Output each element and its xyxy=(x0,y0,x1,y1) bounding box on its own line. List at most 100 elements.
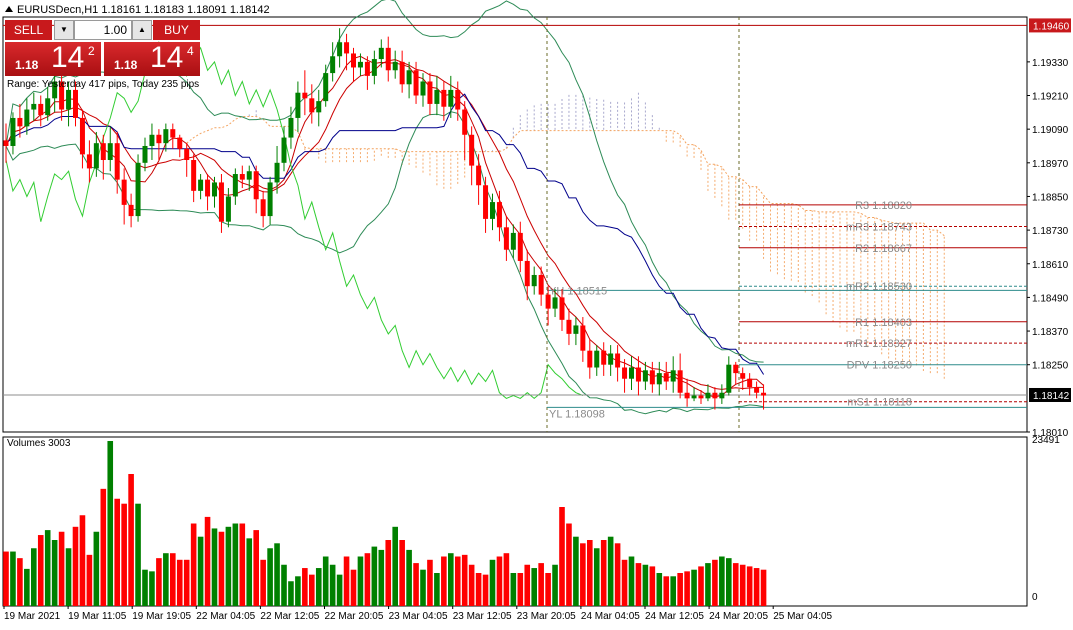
candle-body xyxy=(79,117,85,155)
candle-body xyxy=(573,325,579,334)
kijun-sen-line xyxy=(5,93,765,375)
volume-bar xyxy=(281,564,287,606)
volume-bar xyxy=(760,569,767,606)
ask-price-button[interactable]: 1.18 14 4 xyxy=(104,41,200,76)
volume-bar xyxy=(593,548,600,606)
volume-bar xyxy=(343,556,350,606)
volume-bar xyxy=(322,556,329,606)
candle-body xyxy=(580,325,586,351)
candle-body xyxy=(642,370,648,382)
volume-bar xyxy=(93,531,100,606)
volume-bar xyxy=(128,474,134,606)
volume-bar xyxy=(566,523,572,606)
sell-button[interactable]: SELL xyxy=(5,20,52,40)
candle-body xyxy=(615,353,621,368)
time-tick-label: 25 Mar 04:05 xyxy=(773,611,832,622)
candle-body xyxy=(239,174,245,180)
pivot-level-label: R2 1.18667 xyxy=(855,243,912,255)
candle-body xyxy=(733,364,739,374)
volume-bar xyxy=(239,523,246,606)
symbol-title: EURUSDecn,H1 1.18161 1.18183 1.18091 1.1… xyxy=(17,4,270,16)
one-click-trading-panel: SELL ▼ 1.00 ▲ BUY 1.18 14 2 1.18 14 4 xyxy=(5,20,200,76)
candle-body xyxy=(274,162,280,183)
volume-bar xyxy=(538,563,544,606)
candle-body xyxy=(121,179,127,205)
candle-body xyxy=(114,143,120,180)
volume-bar xyxy=(454,556,461,606)
volume-bar xyxy=(677,573,683,606)
candle-body xyxy=(747,378,753,388)
candle-body xyxy=(163,129,169,144)
bid-price-pip: 2 xyxy=(88,44,95,58)
bid-price-button[interactable]: 1.18 14 2 xyxy=(5,41,101,76)
pivot-level-label: mR2 1.18530 xyxy=(846,281,912,293)
volume-bar xyxy=(86,554,93,606)
candle-body xyxy=(510,232,516,250)
volume-bar xyxy=(114,498,120,606)
candle-body xyxy=(448,89,454,107)
volume-bar xyxy=(364,553,371,606)
volume-bar xyxy=(72,526,79,606)
candle-body xyxy=(93,143,99,169)
pivot-level-label: R1 1.18403 xyxy=(855,317,912,329)
volume-bar xyxy=(336,574,343,606)
volume-bar xyxy=(274,543,280,606)
volume-bar xyxy=(315,568,322,606)
price-tick-label: 1.18850 xyxy=(1032,192,1069,203)
candle-body xyxy=(184,148,190,161)
buy-button[interactable]: BUY xyxy=(153,20,200,40)
volume-bar xyxy=(31,548,37,606)
time-tick-label: 19 Mar 19:05 xyxy=(132,611,191,622)
volume-bar xyxy=(482,574,489,606)
candle-body xyxy=(622,367,628,379)
volume-bar xyxy=(302,568,308,606)
candle-body xyxy=(406,70,412,85)
candle-body xyxy=(156,134,162,144)
candle-body xyxy=(371,59,377,76)
candle-body xyxy=(413,70,419,96)
candle-body xyxy=(517,232,523,261)
volume-bar xyxy=(719,556,725,606)
chikou-span-line xyxy=(5,41,584,400)
candle-body xyxy=(38,103,44,116)
volume-bar xyxy=(170,553,176,606)
lot-increase-arrow-icon[interactable]: ▲ xyxy=(132,20,152,40)
candle-body xyxy=(295,92,301,118)
volume-bar xyxy=(24,568,30,606)
candle-body xyxy=(86,154,92,169)
volume-bar xyxy=(378,549,385,606)
candle-body xyxy=(198,179,204,191)
candle-body xyxy=(10,117,16,146)
symbol-menu-arrow-icon[interactable] xyxy=(5,6,13,12)
candle-body xyxy=(357,61,363,68)
volume-bar xyxy=(739,564,746,606)
candle-body xyxy=(191,160,197,191)
candle-body xyxy=(260,199,266,217)
candle-body xyxy=(330,56,336,74)
time-tick-label: 23 Mar 04:05 xyxy=(389,611,448,622)
volume-bar xyxy=(197,536,204,606)
volume-bar xyxy=(246,538,253,606)
candle-body xyxy=(385,47,391,71)
volume-bar xyxy=(427,559,433,606)
candle-body xyxy=(24,109,30,127)
volume-bar xyxy=(10,551,16,606)
volume-bar xyxy=(503,553,510,606)
volume-bar xyxy=(580,543,586,606)
lot-decrease-arrow-icon[interactable]: ▼ xyxy=(54,20,74,40)
price-tick-label: 1.18370 xyxy=(1032,327,1069,338)
price-tick-label: 1.18490 xyxy=(1032,293,1069,304)
volume-bar xyxy=(726,558,732,606)
volume-bar xyxy=(79,515,86,606)
lot-size-input[interactable]: 1.00 xyxy=(74,20,132,40)
volume-bar xyxy=(628,556,635,606)
candle-body xyxy=(587,350,593,368)
volume-bar xyxy=(607,536,614,606)
volume-bar xyxy=(142,569,148,606)
ask-price-big: 14 xyxy=(150,41,184,74)
price-tick-label: 1.18730 xyxy=(1032,226,1069,237)
price-panel-frame xyxy=(2,16,1028,433)
candle-body xyxy=(670,370,676,382)
